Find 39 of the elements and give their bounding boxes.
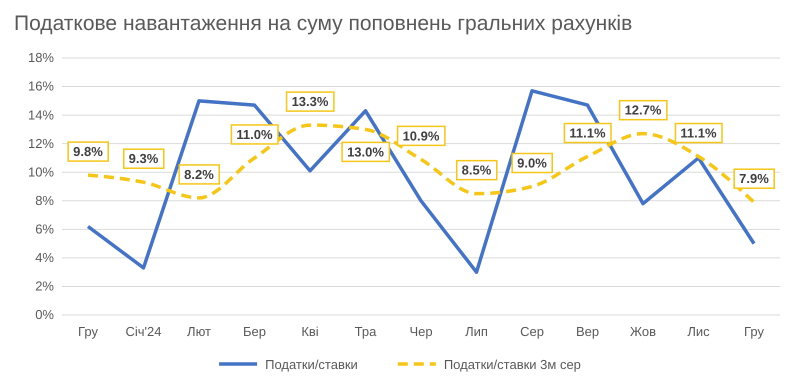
x-tick-label: Кві bbox=[301, 324, 319, 340]
y-tick-label: 10% bbox=[28, 164, 54, 180]
data-label: 8.2% bbox=[184, 166, 214, 182]
data-label: 12.7% bbox=[624, 102, 662, 118]
x-tick-label: Гру bbox=[744, 324, 764, 340]
x-tick-label: Бер bbox=[243, 324, 266, 340]
data-label: 13.0% bbox=[347, 144, 384, 160]
x-tick-label: Лис bbox=[687, 324, 710, 340]
data-label: 7.9% bbox=[739, 171, 770, 186]
legend-label: Податки/ставки bbox=[265, 357, 358, 372]
x-tick-label: Сер bbox=[520, 324, 544, 340]
legend-label: Податки/ставки 3м сер bbox=[444, 357, 581, 372]
y-tick-label: 0% bbox=[35, 307, 54, 322]
data-label: 13.3% bbox=[292, 94, 329, 110]
x-tick-label: Вер bbox=[576, 324, 600, 340]
y-tick-label: 8% bbox=[35, 192, 54, 208]
y-tick-label: 18% bbox=[28, 50, 54, 66]
x-tick-label: Лют bbox=[187, 324, 212, 340]
x-tick-label: Тра bbox=[354, 324, 378, 340]
y-tick-label: 2% bbox=[35, 278, 54, 294]
y-tick-label: 16% bbox=[28, 78, 54, 94]
data-label: 9.0% bbox=[517, 156, 548, 170]
x-tick-label: Чер bbox=[409, 324, 433, 340]
data-label: 11.0% bbox=[236, 126, 274, 142]
data-label: 11.1% bbox=[569, 126, 606, 141]
data-label: 9.8% bbox=[73, 144, 104, 160]
y-tick-label: 6% bbox=[35, 221, 54, 236]
data-label: 11.1% bbox=[680, 126, 718, 141]
x-tick-label: Лип bbox=[465, 324, 488, 340]
data-label: 8.5% bbox=[462, 162, 492, 178]
data-label: 10.9% bbox=[402, 128, 440, 144]
data-label: 9.3% bbox=[128, 151, 159, 166]
x-tick-label: Гру bbox=[78, 324, 98, 340]
x-tick-label: Січ'24 bbox=[126, 324, 162, 340]
chart-title: Податкове навантаження на суму поповнень гральних рахунків bbox=[14, 12, 632, 35]
y-tick-label: 14% bbox=[28, 107, 54, 122]
x-tick-label: Жов bbox=[630, 324, 656, 340]
y-tick-label: 4% bbox=[35, 250, 54, 266]
y-tick-label: 12% bbox=[28, 136, 54, 151]
